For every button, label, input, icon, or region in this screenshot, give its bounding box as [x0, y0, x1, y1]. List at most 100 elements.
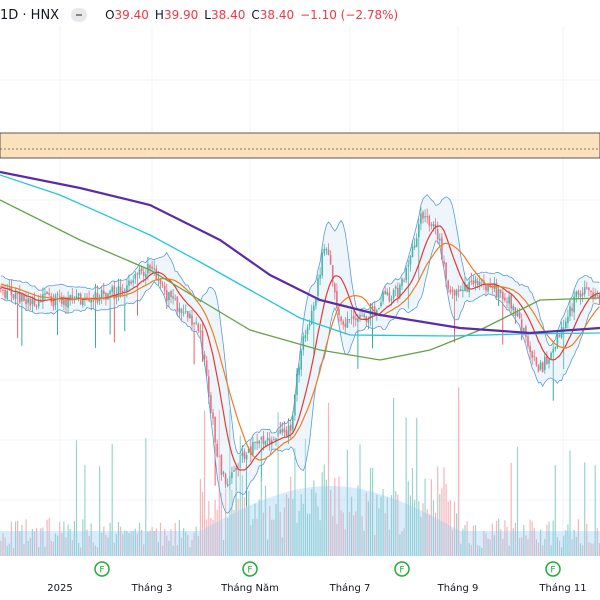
volume-bar: [582, 545, 584, 556]
candle-body: [161, 284, 164, 286]
volume-bar: [546, 524, 548, 556]
candle-body: [16, 293, 19, 295]
candle-body: [405, 268, 407, 281]
candle-body: [554, 347, 557, 350]
volume-bar: [48, 518, 50, 556]
volume-bar: [117, 521, 120, 556]
volume-bar: [596, 528, 598, 556]
candle-body: [193, 323, 195, 325]
volume-bar: [0, 541, 2, 556]
candle-body: [172, 296, 174, 299]
volume-bar: [426, 509, 428, 556]
candle-body: [37, 300, 40, 307]
volume-bar: [10, 521, 12, 556]
volume-bar: [155, 528, 157, 556]
candle-body: [275, 438, 277, 441]
volume-bar: [365, 492, 367, 556]
volume-bar: [277, 412, 279, 556]
volume-bar: [367, 501, 369, 556]
candle-body: [304, 335, 307, 339]
volume-bar: [63, 521, 65, 556]
volume-bar: [65, 537, 67, 556]
volume-bar: [548, 521, 550, 556]
volume-bar: [317, 506, 319, 556]
candle-body: [535, 357, 538, 366]
volume-bar: [99, 466, 101, 556]
event-marker-label: F: [399, 566, 404, 576]
candle-body: [292, 415, 294, 430]
x-tick: 2025: [47, 583, 73, 594]
candle-body: [344, 323, 347, 327]
volume-bar: [521, 537, 523, 556]
volume-bar: [361, 516, 363, 556]
candle-body: [12, 294, 15, 299]
volume-bar: [414, 499, 416, 556]
volume-bar: [552, 520, 554, 556]
volume-bar: [94, 545, 96, 556]
volume-bar: [233, 510, 235, 556]
volume-bar: [519, 538, 521, 556]
volume-bar: [374, 534, 376, 556]
candle-body: [302, 336, 305, 350]
volume-bar: [246, 506, 248, 556]
candle-body: [44, 293, 46, 296]
symbol-interval[interactable]: 1D · HNX: [0, 7, 60, 23]
volume-bar: [571, 539, 573, 556]
candle-body: [203, 354, 206, 360]
volume-bar: [206, 519, 208, 556]
candle-body: [140, 267, 143, 271]
candle-body: [187, 311, 189, 318]
candle-body: [537, 365, 540, 372]
x-tick: Tháng 7: [329, 583, 371, 594]
event-marker-label: F: [99, 566, 104, 576]
volume-bar: [472, 525, 474, 556]
x-tick: Tháng Năm: [221, 583, 279, 594]
volume-bar: [445, 483, 447, 556]
candle-body: [33, 297, 36, 306]
hide-eye-icon[interactable]: [71, 8, 88, 22]
candle-body: [527, 336, 529, 347]
candle-body: [390, 298, 393, 301]
volume-bar: [542, 545, 544, 556]
candle-body: [191, 315, 193, 326]
candle-body: [531, 351, 533, 358]
candle-body: [121, 290, 124, 292]
volume-bar: [556, 537, 558, 556]
volume-bar: [502, 538, 504, 556]
volume-bar: [510, 462, 512, 556]
volume-bar: [462, 528, 464, 556]
volume-bar: [458, 387, 460, 556]
volume-bar: [122, 533, 124, 556]
volume-bar: [340, 510, 342, 556]
candle-body: [142, 272, 145, 276]
open-value: 39.40: [114, 8, 149, 22]
volume-bar: [75, 440, 78, 556]
candle-body: [512, 305, 515, 311]
volume-bar: [437, 466, 439, 556]
candle-body: [252, 442, 254, 455]
candle-body: [552, 348, 554, 353]
candle-body: [262, 435, 265, 444]
volume-bar: [101, 532, 103, 556]
volume-bar: [4, 537, 6, 556]
volume-bar: [327, 402, 330, 556]
volume-bar: [6, 545, 8, 556]
volume-bar: [451, 530, 453, 556]
candle-body: [581, 292, 584, 296]
ma-purple-line: [0, 170, 600, 335]
candle-body: [399, 285, 401, 297]
candle-body: [418, 224, 420, 238]
volume-bar: [191, 539, 193, 556]
volume-bar: [466, 521, 468, 556]
candle-body: [21, 294, 23, 302]
volume-bar: [376, 494, 378, 556]
volume-bar: [516, 446, 519, 556]
volume-bar: [172, 545, 174, 556]
candle-body: [52, 301, 55, 307]
volume-bar: [248, 490, 250, 556]
time-axis[interactable]: 2025 Tháng 3 Tháng Năm Tháng 7 Tháng 9 T…: [0, 581, 600, 600]
candle-body: [0, 287, 2, 289]
volume-bar: [138, 522, 141, 556]
volume-bar: [479, 546, 481, 556]
